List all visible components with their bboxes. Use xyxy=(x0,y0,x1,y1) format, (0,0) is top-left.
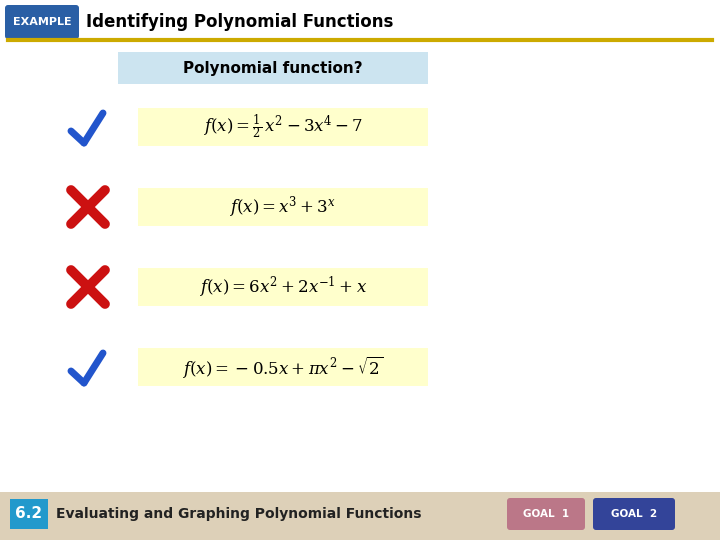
Text: GOAL  1: GOAL 1 xyxy=(523,509,569,519)
FancyBboxPatch shape xyxy=(10,499,48,529)
FancyBboxPatch shape xyxy=(507,498,585,530)
FancyBboxPatch shape xyxy=(593,498,675,530)
Text: $f(x) = \frac{1}{2}\,x^2 - 3x^4 - 7$: $f(x) = \frac{1}{2}\,x^2 - 3x^4 - 7$ xyxy=(203,113,363,141)
Text: EXAMPLE: EXAMPLE xyxy=(13,17,71,27)
Text: Polynomial function?: Polynomial function? xyxy=(183,60,363,76)
Text: $f(x) = 6x^2 + 2x^{-1} + x$: $f(x) = 6x^2 + 2x^{-1} + x$ xyxy=(199,274,367,300)
FancyBboxPatch shape xyxy=(138,268,428,306)
Text: 6.2: 6.2 xyxy=(15,507,42,522)
FancyBboxPatch shape xyxy=(5,5,79,39)
FancyBboxPatch shape xyxy=(138,108,428,146)
FancyBboxPatch shape xyxy=(118,52,428,84)
FancyBboxPatch shape xyxy=(138,348,428,386)
Text: $f(x) = -0.5x + \pi x^2 - \sqrt{2}$: $f(x) = -0.5x + \pi x^2 - \sqrt{2}$ xyxy=(182,354,384,380)
Text: $f(x) = x^3 + 3^x$: $f(x) = x^3 + 3^x$ xyxy=(230,194,336,220)
FancyBboxPatch shape xyxy=(138,188,428,226)
Text: GOAL  2: GOAL 2 xyxy=(611,509,657,519)
Text: Evaluating and Graphing Polynomial Functions: Evaluating and Graphing Polynomial Funct… xyxy=(56,507,421,521)
Text: Identifying Polynomial Functions: Identifying Polynomial Functions xyxy=(86,13,393,31)
FancyBboxPatch shape xyxy=(0,492,720,540)
